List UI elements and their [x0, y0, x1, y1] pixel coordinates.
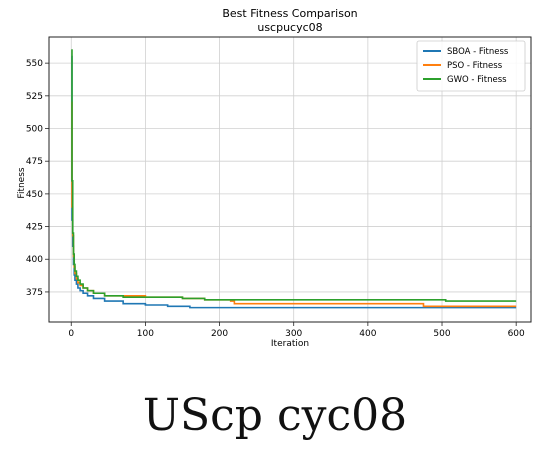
y-tick-label: 550 [26, 59, 43, 69]
y-tick-label: 425 [26, 223, 43, 233]
y-tick-label: 450 [26, 190, 43, 200]
y-tick-label: 375 [26, 288, 43, 298]
x-tick-label: 600 [508, 329, 525, 339]
legend-label: SBOA - Fitness [447, 47, 509, 57]
series-lines [71, 49, 517, 309]
x-tick-label: 300 [285, 329, 302, 339]
y-tick-label: 500 [26, 125, 43, 135]
plot-area-frame [48, 36, 532, 323]
x-tick-label: 100 [137, 329, 154, 339]
y-axis-ticks: 375 400 425 450 475 500 525 550 [26, 59, 49, 298]
legend-label: GWO - Fitness [447, 75, 507, 85]
y-tick-label: 525 [26, 92, 43, 102]
fitness-chart: 0 100 200 300 400 500 600 375 400 425 450 475 500 52… [17, 7, 532, 349]
x-axis-ticks: 0 100 200 300 400 500 600 [68, 322, 525, 339]
legend-box [416, 40, 526, 92]
legend-label: PSO - Fitness [447, 61, 503, 71]
chart-subtitle: uscpucyc08 [257, 21, 322, 34]
x-tick-label: 500 [433, 329, 450, 339]
x-tick-label: 200 [211, 329, 228, 339]
x-tick-label: 0 [68, 329, 74, 339]
chart-title: Best Fitness Comparison [222, 7, 357, 20]
y-tick-label: 475 [26, 157, 43, 167]
series-line-3 [71, 49, 517, 302]
y-axis-label: Fitness [17, 167, 27, 198]
x-axis-label: Iteration [271, 339, 309, 349]
legend: SBOA - Fitness PSO - Fitness GWO - Fitness [416, 40, 526, 92]
y-tick-label: 400 [26, 255, 43, 265]
x-tick-label: 400 [359, 329, 376, 339]
figure-caption: UScp cyc08 [142, 390, 408, 441]
